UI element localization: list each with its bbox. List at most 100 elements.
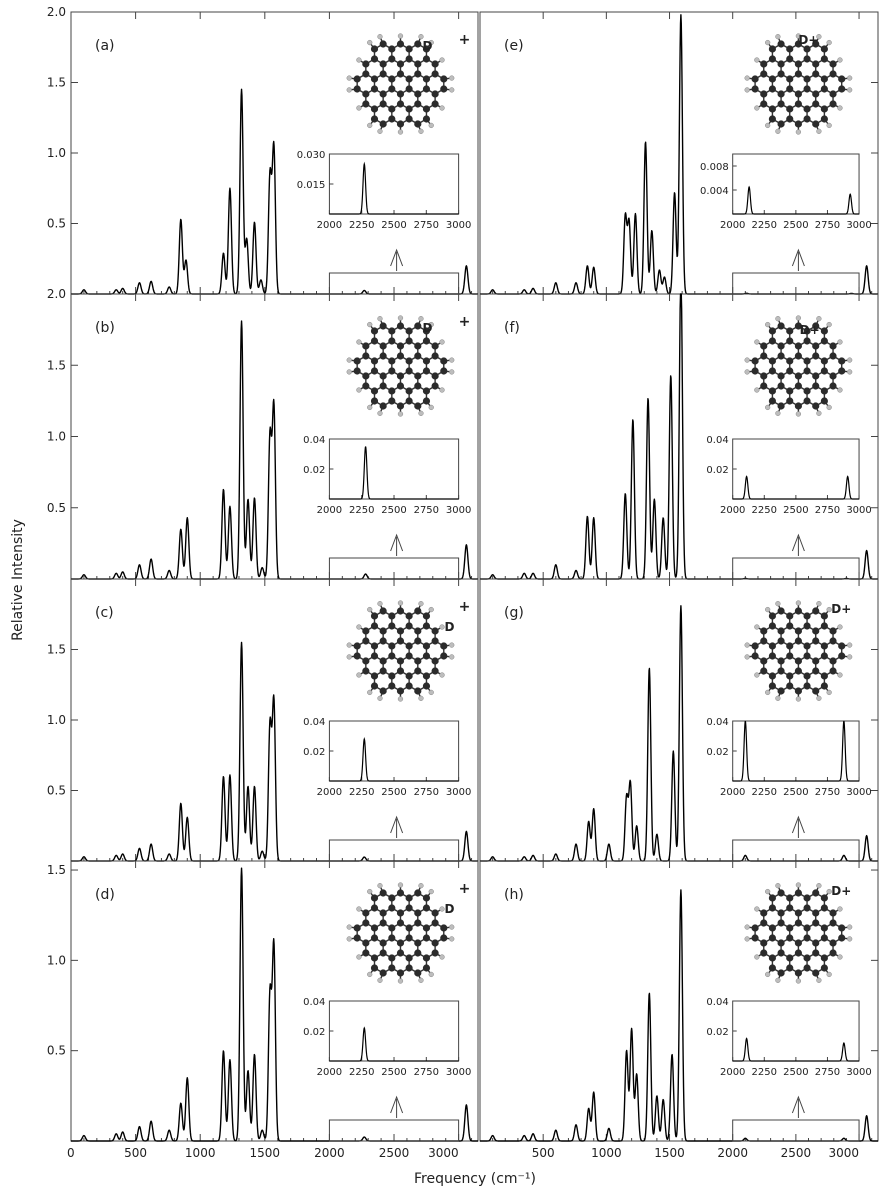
carbon-atom (768, 642, 777, 650)
carbon-atom (777, 889, 785, 897)
deuterium-label: D+ (831, 884, 851, 898)
hydrogen-atom (744, 75, 750, 81)
hydrogen-atom (449, 936, 455, 942)
inset-trace (329, 446, 459, 500)
molecule-structure (744, 882, 853, 984)
carbon-atom (777, 949, 785, 957)
carbon-atom (777, 90, 785, 98)
carbon-atom (786, 327, 794, 335)
carbon-atom (405, 337, 413, 345)
carbon-atom (379, 687, 387, 695)
hydrogen-atom (377, 316, 383, 322)
carbon-atom (362, 909, 370, 917)
inset-x-tick-label: 2000 (720, 220, 745, 231)
carbon-atom (379, 342, 387, 350)
hydrogen-atom (775, 316, 781, 322)
carbon-atom (760, 919, 768, 927)
carbon-atom (431, 949, 439, 957)
carbon-atom (353, 85, 361, 93)
carbon-atom (431, 382, 439, 390)
x-axis-label: Frequency (cm⁻¹) (414, 1171, 536, 1187)
panel-frame (479, 860, 879, 1142)
carbon-atom (396, 687, 405, 695)
hydrogen-atom (449, 357, 455, 363)
x-tick-label: 1500 (250, 1146, 281, 1160)
carbon-atom (370, 45, 379, 53)
carbon-atom (786, 397, 794, 405)
carbon-atom (379, 919, 387, 927)
carbon-atom (388, 55, 396, 63)
carbon-atom (422, 45, 431, 53)
hydrogen-atom (439, 105, 445, 111)
hydrogen-atom (346, 87, 352, 93)
carbon-atom (422, 85, 431, 93)
hydrogen-atom (356, 57, 362, 63)
panels-group: 0.5 1.0 1.5 2.0 (a) 2000 2250 2500 2750 3000 0.015… (47, 5, 879, 1160)
carbon-atom (353, 642, 361, 650)
hydrogen-atom (754, 906, 760, 912)
carbon-atom (379, 402, 387, 410)
hydrogen-atom (397, 882, 404, 888)
carbon-atom (829, 637, 837, 645)
hydrogen-atom (397, 315, 404, 321)
hydrogen-atom (744, 87, 750, 93)
hydrogen-atom (744, 936, 750, 942)
hydrogen-atom (816, 34, 822, 40)
y-tick-label: 0.5 (47, 784, 66, 798)
carbon-atom (768, 367, 777, 375)
carbon-atom (820, 894, 828, 902)
carbon-atom (414, 342, 422, 350)
carbon-atom (388, 105, 396, 113)
y-tick-label: 0.5 (47, 1044, 66, 1058)
hydrogen-atom (397, 129, 404, 135)
hydrogen-atom (775, 34, 781, 40)
carbon-atom (777, 909, 785, 917)
carbon-atom (370, 337, 379, 345)
carbon-atom (786, 115, 794, 123)
carbon-atom (370, 105, 379, 113)
hydrogen-atom (346, 642, 352, 648)
y-tick-label: 1.0 (47, 953, 66, 967)
carbon-atom (794, 382, 803, 390)
hydrogen-atom (449, 654, 455, 660)
inset-plot: 2000 2250 2500 2750 3000 0.02 0.04 (303, 435, 471, 516)
hydrogen-atom (826, 888, 832, 895)
carbon-atom (768, 387, 777, 395)
hydrogen-atom (418, 34, 424, 40)
hydrogen-atom (418, 977, 424, 983)
hydrogen-atom (428, 404, 434, 411)
carbon-atom (794, 70, 803, 78)
carbon-atom (422, 105, 431, 113)
hydrogen-atom (449, 75, 455, 81)
hydrogen-atom (754, 672, 760, 678)
inset-x-tick-label: 2000 (720, 505, 745, 516)
hydrogen-atom (765, 971, 771, 978)
carbon-atom (431, 90, 439, 98)
carbon-atom (396, 60, 405, 68)
carbon-atom (440, 924, 448, 932)
carbon-atom (786, 55, 794, 63)
carbon-atom (820, 904, 828, 912)
carbon-atom (362, 657, 370, 665)
hydrogen-atom (449, 924, 455, 930)
carbon-atom (396, 40, 405, 48)
x-tick-label: 3000 (428, 1146, 459, 1160)
carbon-atom (768, 924, 777, 932)
carbon-atom (768, 934, 777, 942)
carbon-atom (396, 372, 405, 380)
carbon-atom (820, 682, 828, 690)
carbon-atom (379, 969, 387, 977)
inset-plot: 2000 2250 2500 2750 3000 0.02 0.04 (706, 717, 871, 798)
carbon-atom (794, 322, 803, 330)
carbon-atom (379, 70, 387, 78)
carbon-atom (405, 924, 413, 932)
carbon-atom (388, 652, 396, 660)
y-tick-label: 2.0 (47, 287, 66, 301)
carbon-atom (440, 75, 448, 83)
hydrogen-atom (356, 339, 362, 345)
carbon-atom (405, 105, 413, 113)
hydrogen-atom (795, 696, 802, 702)
carbon-atom (829, 382, 837, 390)
carbon-atom (812, 889, 820, 897)
inset-frame (732, 1000, 860, 1062)
